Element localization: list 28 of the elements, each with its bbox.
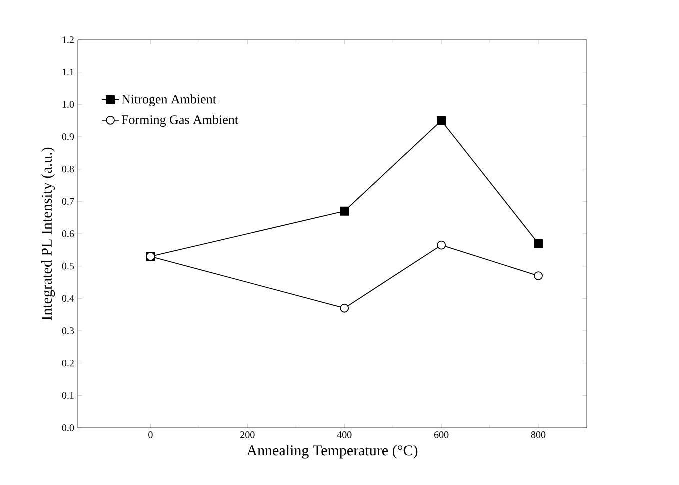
y-tick-label: 0.6 — [62, 230, 74, 238]
y-tick-label: 1.1 — [62, 68, 74, 76]
y-tick-label: 0.9 — [62, 134, 74, 140]
point — [437, 240, 446, 250]
x-tick-label: 800 — [531, 432, 546, 438]
x-tick-label: 200 — [240, 432, 255, 438]
x-tick-label: 400 — [337, 432, 352, 438]
y-tick-label: 0.8 — [62, 166, 74, 173]
y-tick-label: 0.3 — [62, 328, 74, 334]
y-tick-label: 0.7 — [62, 198, 74, 206]
x-tick-label: 600 — [434, 432, 449, 438]
x-tick-label: 0 — [148, 432, 153, 438]
y-tick-label: 0.2 — [62, 360, 74, 367]
y-tick-label: 0.1 — [62, 392, 74, 400]
y-tick-label: 0.0 — [62, 424, 74, 432]
point — [534, 272, 543, 280]
point — [534, 239, 543, 248]
y-tick-label: 1.2 — [62, 36, 74, 44]
legend-label: Nitrogen Ambient — [122, 94, 216, 106]
x-axis-title: Annealing Temperature (°C) — [246, 445, 418, 459]
point — [340, 206, 350, 216]
point — [437, 116, 446, 126]
legend-label: Forming Gas Ambient — [122, 115, 238, 127]
y-tick-label: 1.0 — [62, 101, 74, 108]
point — [340, 304, 350, 313]
y-tick-label: 0.4 — [62, 295, 74, 302]
y-axis-title: Integrated PL Intensity (a.u.) — [41, 148, 56, 320]
y-tick-label: 0.5 — [62, 262, 74, 270]
